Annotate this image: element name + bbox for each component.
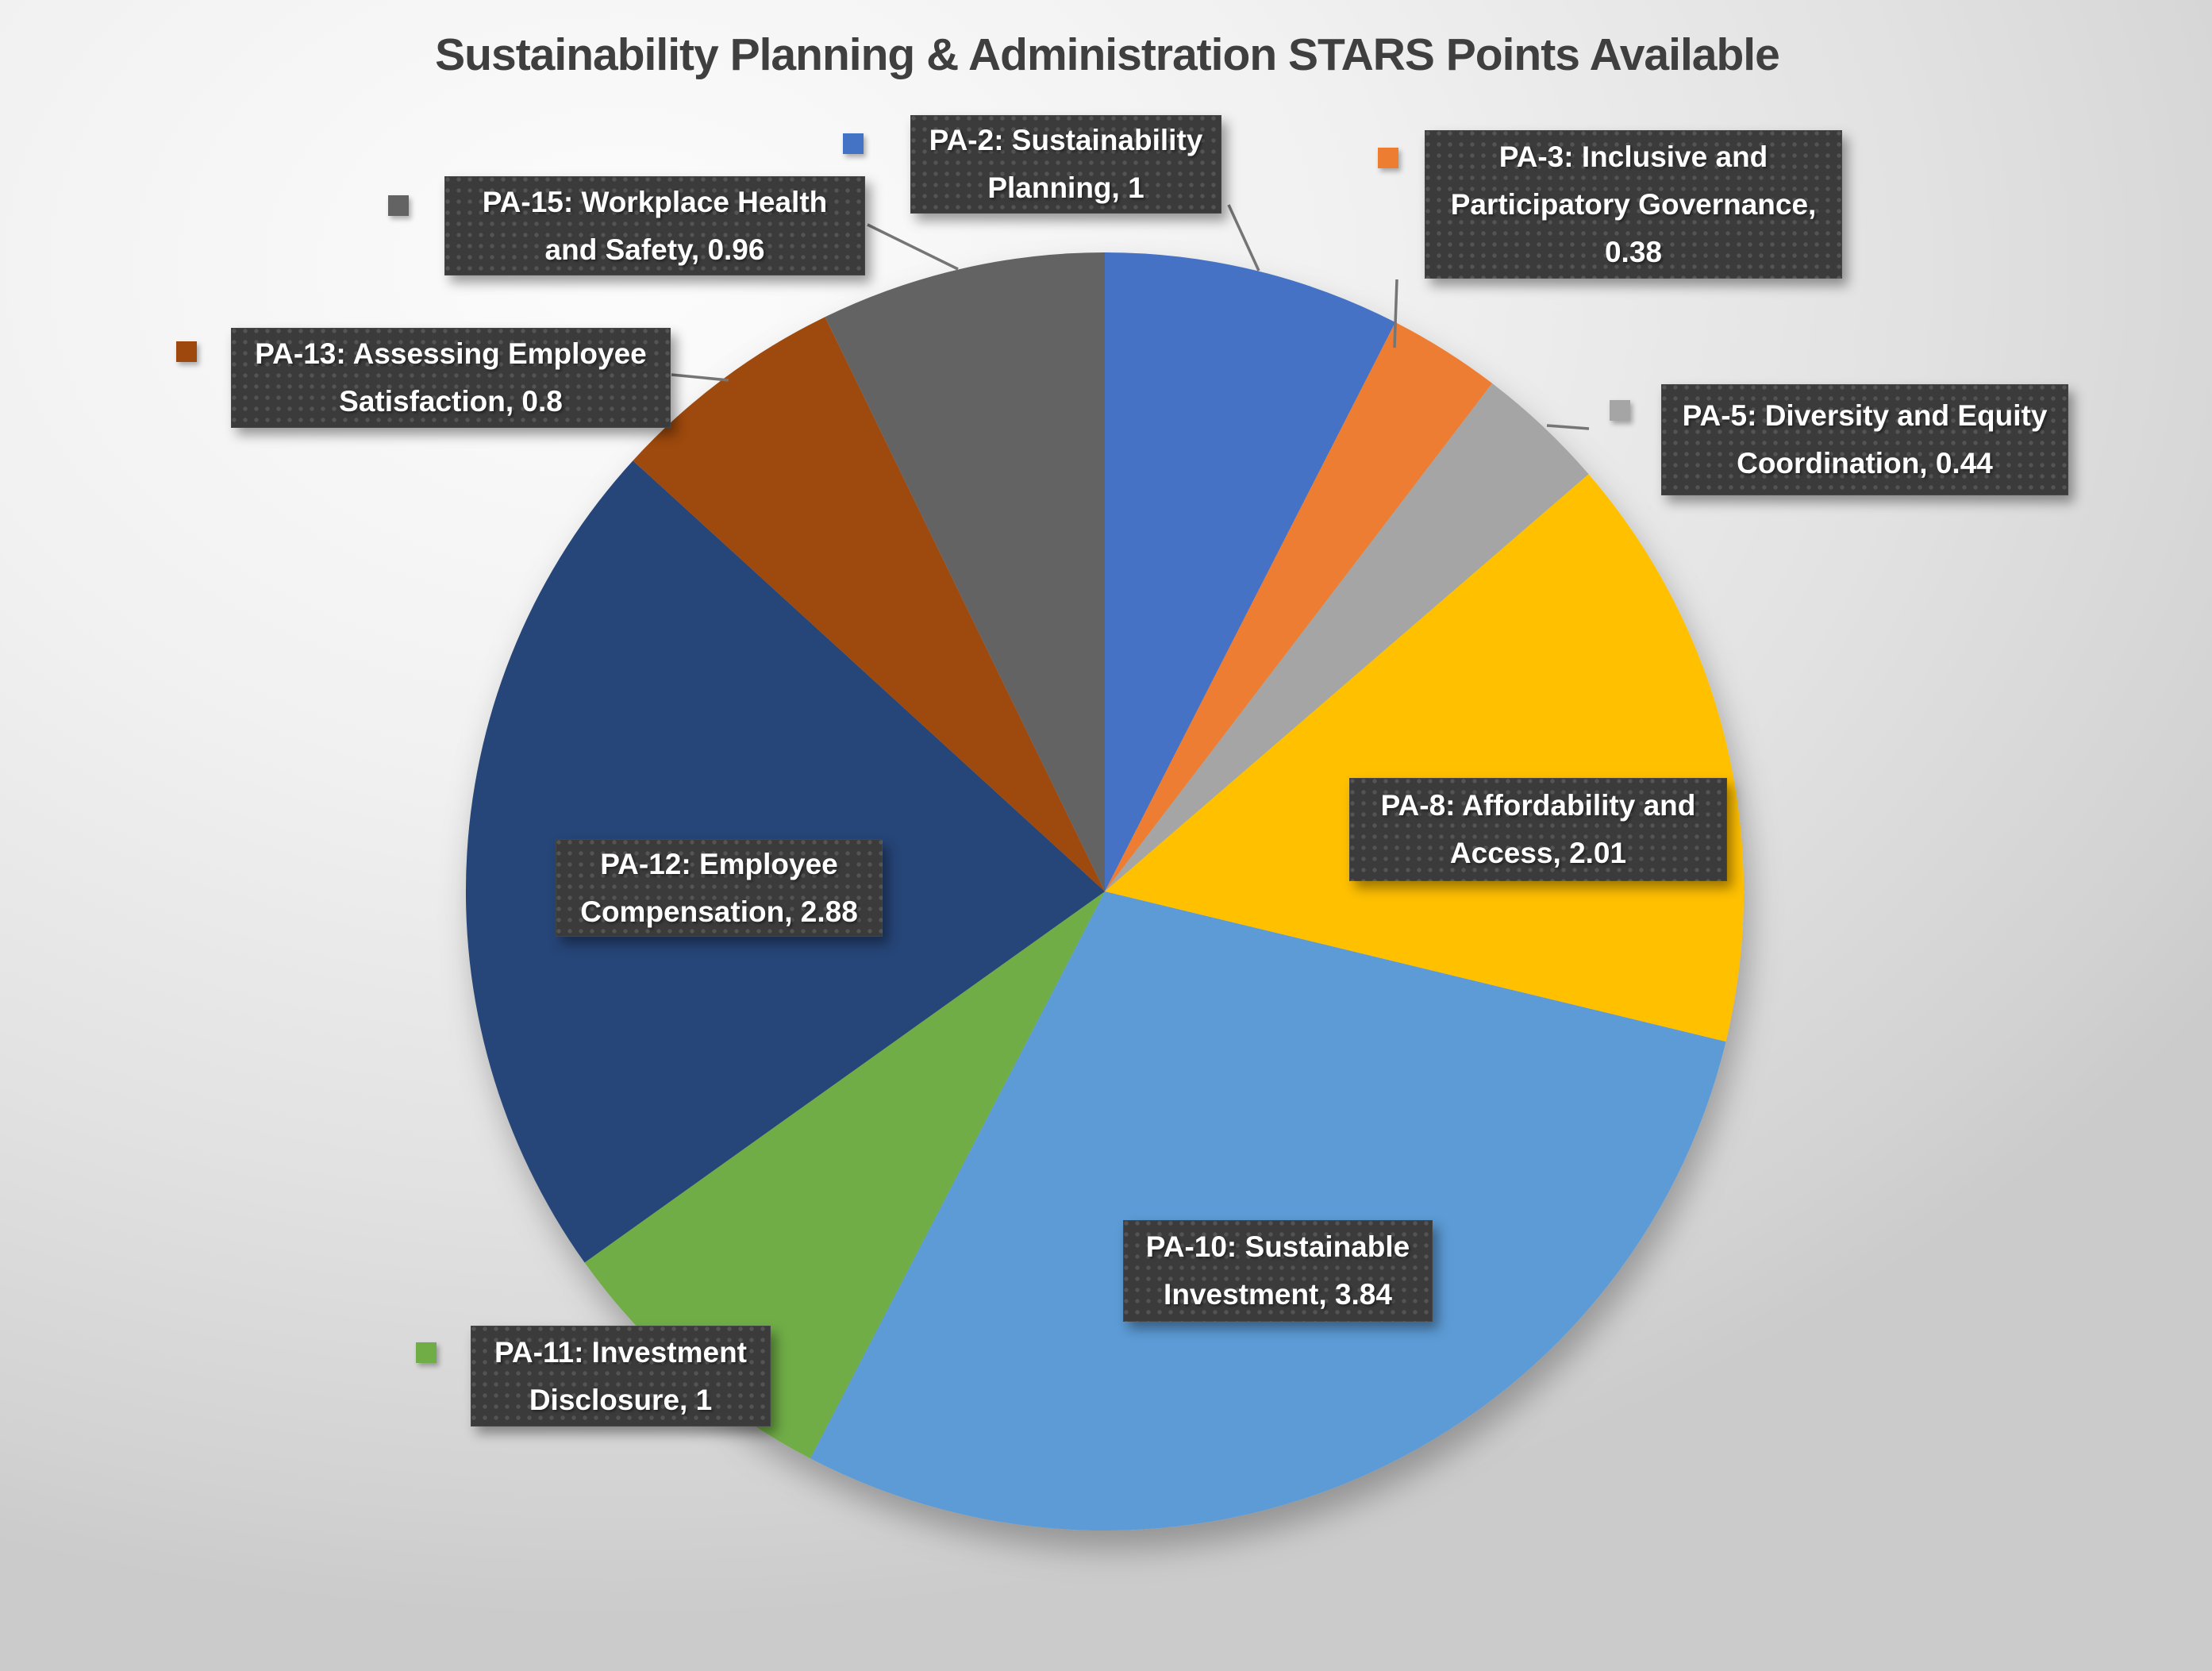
data-label-line: 0.38 xyxy=(1604,235,1662,268)
data-label-line: PA-12: Employee xyxy=(600,847,838,880)
data-label-line: Satisfaction, 0.8 xyxy=(339,385,563,418)
data-label-line: Access, 2.01 xyxy=(1449,837,1627,869)
leader-line-pa-13 xyxy=(671,373,729,382)
data-label-line: PA-3: Inclusive and xyxy=(1498,140,1768,173)
leader-line-pa-5 xyxy=(1546,424,1590,430)
leader-lines-group xyxy=(671,204,1590,430)
pie-slices-group xyxy=(465,252,1745,1530)
data-label-line: Investment, 3.84 xyxy=(1164,1278,1392,1311)
pie-slice-pa-2[interactable] xyxy=(1105,252,1396,891)
data-label-line: PA-5: Diversity and Equity xyxy=(1682,399,2048,432)
color-marker-pa-2-icon xyxy=(843,133,864,154)
data-label-line: Compensation, 2.88 xyxy=(580,895,858,928)
data-label-line: PA-15: Workplace Health xyxy=(482,185,828,218)
color-marker-pa-3-icon xyxy=(1378,148,1398,168)
data-label-line: PA-10: Sustainable xyxy=(1145,1230,1410,1263)
data-label-pa-10[interactable]: PA-10: Sustainable Investment, 3.84 xyxy=(1123,1220,1433,1322)
data-label-pa-15[interactable]: PA-15: Workplace Health and Safety, 0.96 xyxy=(444,176,865,275)
pie-slice-pa-11[interactable] xyxy=(584,891,1105,1459)
pie-slice-pa-15[interactable] xyxy=(825,252,1106,891)
data-label-pa-5[interactable]: PA-5: Diversity and Equity Coordination,… xyxy=(1661,384,2068,495)
data-label-line: PA-11: Investment xyxy=(494,1335,748,1369)
data-label-line: PA-8: Affordability and xyxy=(1380,789,1696,822)
leader-line-pa-3 xyxy=(1393,279,1398,348)
data-label-line: Disclosure, 1 xyxy=(529,1383,713,1416)
data-label-pa-3[interactable]: PA-3: Inclusive and Participatory Govern… xyxy=(1425,130,1842,279)
data-label-line: Participatory Governance, xyxy=(1450,187,1817,221)
data-label-line: and Safety, 0.96 xyxy=(544,233,765,266)
pie-slice-pa-5[interactable] xyxy=(1105,383,1589,891)
data-label-pa-12[interactable]: PA-12: Employee Compensation, 2.88 xyxy=(556,839,883,937)
data-label-line: Coordination, 0.44 xyxy=(1737,447,1993,479)
chart-title: Sustainability Planning & Administration… xyxy=(435,29,1780,80)
pie-slice-pa-8[interactable] xyxy=(1105,474,1745,1042)
data-label-pa-2[interactable]: PA-2: Sustainability Planning, 1 xyxy=(910,115,1221,214)
pie-slice-pa-13[interactable] xyxy=(633,317,1106,891)
data-label-pa-8[interactable]: PA-8: Affordability and Access, 2.01 xyxy=(1349,778,1727,881)
data-label-pa-11[interactable]: PA-11: Investment Disclosure, 1 xyxy=(471,1326,771,1427)
data-label-pa-13[interactable]: PA-13: Assessing Employee Satisfaction, … xyxy=(231,328,671,428)
leader-line-pa-15 xyxy=(867,223,959,271)
pie-slice-pa-10[interactable] xyxy=(810,891,1726,1530)
color-marker-pa-11-icon xyxy=(416,1342,437,1363)
pie-slice-pa-3[interactable] xyxy=(1105,322,1493,891)
color-marker-pa-15-icon xyxy=(388,195,409,216)
data-label-line: PA-2: Sustainability xyxy=(929,124,1203,156)
leader-line-pa-2 xyxy=(1227,204,1260,271)
data-label-line: PA-13: Assessing Employee xyxy=(255,337,647,370)
color-marker-pa-13-icon xyxy=(176,341,197,362)
data-label-line: Planning, 1 xyxy=(987,171,1144,204)
color-marker-pa-5-icon xyxy=(1610,400,1630,421)
